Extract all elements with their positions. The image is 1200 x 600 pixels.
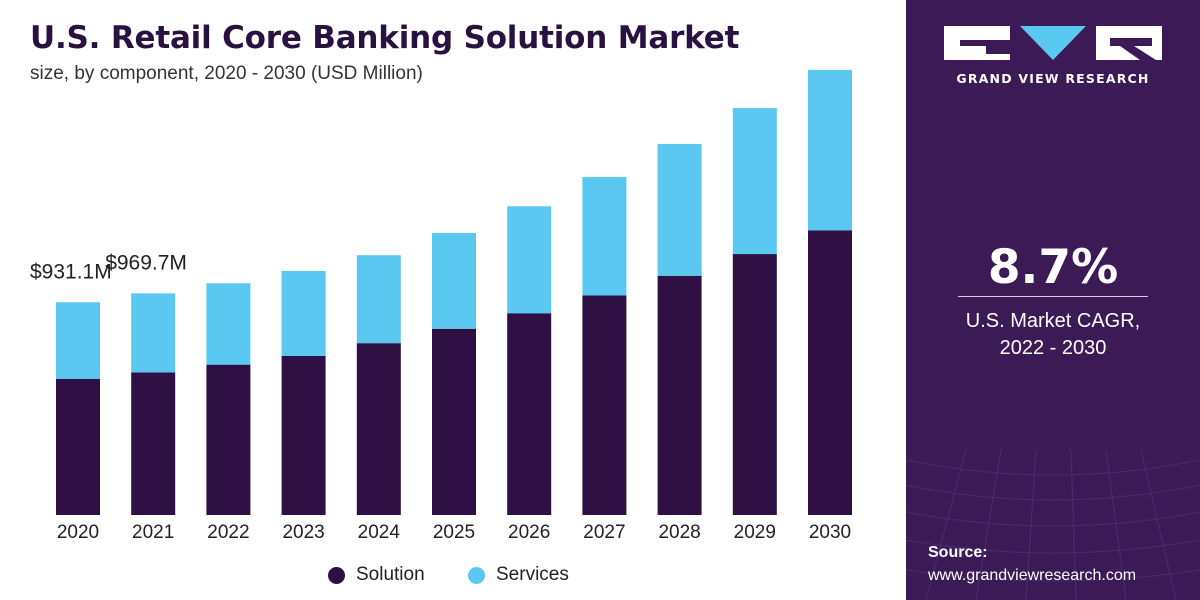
grid-pattern bbox=[906, 449, 1200, 600]
gvr-logo bbox=[944, 26, 1162, 60]
bar-services-2023 bbox=[281, 270, 326, 356]
x-tick-2027: 2027 bbox=[583, 522, 625, 543]
legend-label-services: Services bbox=[496, 564, 569, 585]
sidebar-panel: GRAND VIEW RESEARCH 8.7% U.S. Market CAG… bbox=[906, 0, 1200, 600]
x-tick-2020: 2020 bbox=[57, 522, 99, 543]
x-tick-2022: 2022 bbox=[207, 522, 249, 543]
cagr-label-line2: 2022 - 2030 bbox=[999, 337, 1107, 359]
chart-legend: Solution Services bbox=[0, 564, 906, 590]
x-tick-2029: 2029 bbox=[734, 522, 776, 543]
chart-panel: U.S. Retail Core Banking Solution Market… bbox=[0, 20, 906, 590]
legend-label-solution: Solution bbox=[356, 564, 425, 585]
bar-solution-2026 bbox=[507, 313, 552, 515]
bar-services-2028 bbox=[657, 143, 702, 276]
logo-r-mark bbox=[1096, 26, 1162, 60]
x-tick-2024: 2024 bbox=[358, 522, 401, 543]
legend-swatch-solution bbox=[328, 566, 345, 584]
bar-solution-2021 bbox=[131, 372, 176, 515]
data-label-2021: $969.7M bbox=[105, 251, 187, 274]
bar-chart: 2020 2021 2022 2023 2024 2025 2026 2027 2028 2029… bbox=[30, 69, 852, 543]
logo-g-mark bbox=[944, 26, 1010, 60]
source-link[interactable]: www.grandviewresearch.com bbox=[928, 567, 1137, 584]
bar-solution-2024 bbox=[356, 343, 401, 515]
bar-services-2024 bbox=[356, 255, 401, 344]
bar-services-2029 bbox=[732, 108, 777, 255]
chart-subtitle: size, by component, 2020 - 2030 (USD Mil… bbox=[30, 63, 423, 84]
brand-name: GRAND VIEW RESEARCH bbox=[956, 71, 1150, 86]
x-tick-2023: 2023 bbox=[282, 522, 324, 543]
source-title: Source: bbox=[928, 544, 988, 561]
data-label-2020: $931.1M bbox=[30, 260, 112, 283]
bar-services-2026 bbox=[507, 206, 552, 314]
bar-solution-2027 bbox=[582, 295, 627, 515]
cagr-label-line1: U.S. Market CAGR, bbox=[965, 310, 1141, 332]
bar-solution-2030 bbox=[808, 230, 852, 515]
legend-item-solution: Solution bbox=[328, 564, 425, 586]
x-tick-2021: 2021 bbox=[132, 522, 174, 543]
x-tick-2030: 2030 bbox=[809, 522, 851, 543]
x-tick-2028: 2028 bbox=[658, 522, 700, 543]
bar-services-2030 bbox=[808, 69, 852, 231]
bar-solution-2023 bbox=[281, 355, 326, 515]
x-tick-2026: 2026 bbox=[508, 522, 550, 543]
bar-services-2027 bbox=[582, 177, 627, 296]
bar-solution-2028 bbox=[657, 275, 702, 515]
logo-v-mark bbox=[1020, 26, 1086, 60]
bar-solution-2025 bbox=[432, 328, 476, 515]
bar-solution-2022 bbox=[206, 364, 251, 515]
cagr-label: U.S. Market CAGR, 2022 - 2030 bbox=[906, 308, 1200, 362]
x-tick-2025: 2025 bbox=[433, 522, 475, 543]
bar-solution-2020 bbox=[56, 378, 100, 515]
legend-swatch-services bbox=[468, 566, 485, 584]
bar-solution-2029 bbox=[732, 254, 777, 516]
cagr-value: 8.7% bbox=[987, 240, 1119, 295]
bar-services-2022 bbox=[206, 283, 251, 365]
bar-services-2020 bbox=[56, 302, 100, 379]
cagr-divider bbox=[958, 296, 1148, 297]
bar-services-2025 bbox=[432, 233, 476, 329]
bar-services-2021 bbox=[131, 293, 176, 373]
chart-title: U.S. Retail Core Banking Solution Market bbox=[30, 20, 740, 56]
legend-item-services: Services bbox=[468, 564, 569, 586]
